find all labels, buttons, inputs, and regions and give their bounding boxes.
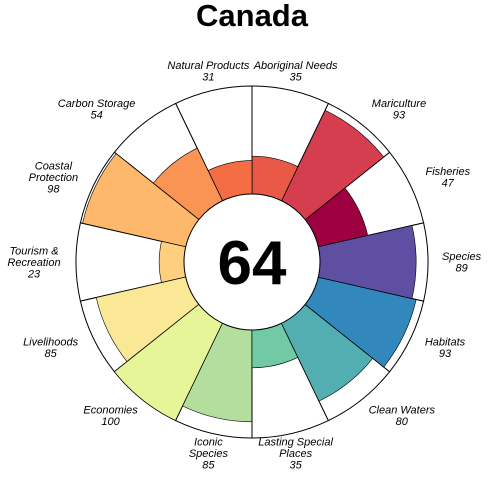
petal-label-line: Carbon Storage — [58, 98, 136, 110]
petal-label-natural-products: Natural Products 31 — [167, 60, 249, 84]
petal-label-line: Tourism & — [9, 246, 58, 258]
petal-label-coastal-protection: Coastal Protection 98 — [29, 161, 79, 196]
petal-label-line: Places — [279, 448, 313, 460]
petal-label-livelihoods: Livelihoods 85 — [23, 336, 79, 360]
petal-label-habitats: Habitats 93 — [425, 336, 466, 360]
petal-label-line: Economies — [83, 405, 138, 417]
petal-label-line: Aboriginal Needs — [253, 60, 338, 72]
petal-label-line: Coastal — [35, 161, 73, 173]
petal-label-clean-waters: Clean Waters 80 — [369, 405, 436, 429]
petal-label-line: Habitats — [425, 336, 466, 348]
petal-label-economies: Economies 100 — [83, 405, 138, 429]
petal-label-line: Mariculture — [372, 98, 426, 110]
petal-label-line: Recreation — [7, 257, 60, 269]
petal-value: 80 — [396, 416, 409, 428]
petal-value: 47 — [442, 178, 455, 190]
petal-value: 85 — [44, 348, 57, 360]
overall-score: 64 — [218, 229, 287, 298]
petal-label-line: Species — [442, 251, 482, 263]
petal-label-species: Species 89 — [442, 251, 482, 275]
petal-value: 31 — [202, 72, 214, 84]
petal-label-lasting-special-places: Lasting Special Places 35 — [258, 437, 333, 472]
petal-value: 54 — [90, 110, 102, 122]
petal-value: 93 — [393, 110, 406, 122]
petal-label-line: Protection — [29, 172, 79, 184]
petal-value: 100 — [101, 416, 120, 428]
petal-value: 89 — [455, 263, 467, 275]
petal-value: 85 — [202, 460, 215, 472]
petal-label-line: Lasting Special — [258, 437, 333, 449]
petal-label-line: Iconic — [194, 437, 223, 449]
petal-label-line: Livelihoods — [23, 336, 79, 348]
chart-title: Canada — [196, 0, 309, 33]
petal-label-line: Fisheries — [425, 166, 470, 178]
petal-value: 98 — [47, 184, 60, 196]
petal-label-carbon-storage: Carbon Storage 54 — [58, 98, 136, 122]
petal-value: 23 — [27, 269, 41, 281]
petal-value: 35 — [289, 72, 302, 84]
petal-value: 93 — [439, 348, 452, 360]
petal-label-line: Natural Products — [167, 60, 249, 72]
petal-label-line: Species — [189, 448, 229, 460]
petal-label-fisheries: Fisheries 47 — [425, 166, 470, 190]
center-disc — [183, 193, 321, 331]
petal-tourism-and-recreation — [158, 240, 187, 284]
petal-value: 35 — [289, 460, 302, 472]
petals — [75, 85, 429, 439]
petal-label-iconic-species: Iconic Species 85 — [189, 437, 229, 472]
petal-label-tourism-and-recreation: Tourism & Recreation 23 — [7, 246, 60, 281]
petal-label-line: Clean Waters — [369, 405, 436, 417]
petal-label-mariculture: Mariculture 93 — [372, 98, 426, 122]
petal-label-aboriginal-needs: Aboriginal Needs 35 — [253, 60, 338, 84]
